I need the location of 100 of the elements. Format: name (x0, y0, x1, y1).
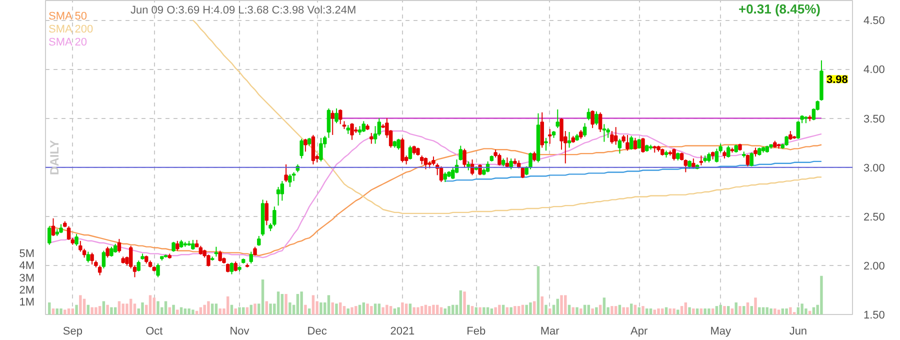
bar (692, 308, 695, 314)
bar (696, 308, 699, 314)
x-tick-label: 2021 (390, 326, 415, 338)
y-tick-label: 2.00 (864, 260, 885, 272)
candlestick (136, 260, 140, 272)
annotation: Jun 09 O:3.69 H:4.09 L:3.68 C:3.98 Vol:3.24M (130, 4, 356, 16)
bar (684, 302, 688, 314)
candlestick (443, 172, 447, 183)
bar (354, 306, 358, 314)
bar (346, 308, 350, 314)
bar (602, 298, 606, 314)
candlestick (288, 174, 292, 188)
candlestick (618, 138, 622, 154)
x-tick-label: Dec (307, 326, 328, 338)
bar (86, 304, 90, 314)
bar (750, 306, 753, 314)
bar (510, 307, 512, 314)
bar (533, 301, 536, 314)
bar (397, 307, 400, 314)
bar (661, 308, 664, 314)
bar (412, 307, 416, 314)
candlestick (304, 138, 308, 152)
bar (680, 306, 684, 314)
bar (335, 304, 338, 314)
bar (110, 307, 113, 314)
bar (478, 307, 482, 314)
bar (676, 310, 680, 314)
bar (424, 304, 428, 314)
bar (130, 298, 132, 314)
bar (288, 302, 292, 314)
bar (358, 304, 362, 314)
bar (214, 304, 218, 314)
bar (646, 308, 648, 314)
bar (649, 308, 652, 314)
candlestick (284, 164, 288, 183)
bar (393, 308, 396, 314)
candlestick (257, 236, 261, 246)
bar (141, 302, 144, 314)
candlestick (156, 262, 160, 278)
bar (230, 304, 234, 314)
bar (261, 279, 264, 314)
bar (653, 310, 656, 314)
line-series (444, 160, 822, 182)
bar (234, 308, 237, 314)
x-tick-label: Mar (540, 326, 560, 338)
bar (428, 306, 431, 314)
bar (238, 307, 241, 314)
candlestick (629, 135, 634, 150)
candlestick (707, 152, 711, 163)
bar (800, 304, 804, 314)
candlestick (424, 157, 428, 170)
bar (320, 302, 322, 314)
candlestick (362, 120, 366, 132)
bar (785, 308, 788, 314)
bar (470, 306, 474, 314)
candlestick (439, 166, 444, 183)
bar (770, 308, 772, 314)
bar (494, 307, 497, 314)
y-tick-label: 2.50 (864, 211, 885, 224)
y2-tick-label: 4M (19, 260, 34, 272)
bar (366, 304, 369, 314)
bar (94, 307, 98, 314)
bar (98, 306, 102, 314)
bar (48, 302, 51, 314)
bar (746, 302, 750, 314)
bar (514, 306, 516, 314)
bar (734, 302, 738, 314)
bar (564, 295, 567, 314)
annotation: DAILY (48, 140, 62, 175)
candlestick (334, 108, 338, 124)
bar (195, 310, 198, 314)
bar (642, 306, 644, 314)
bar (568, 304, 571, 314)
bar (280, 294, 284, 314)
bar (715, 306, 718, 314)
bar (350, 307, 354, 314)
bar (580, 308, 582, 314)
candlestick (300, 138, 304, 159)
candlestick (540, 112, 544, 148)
candlestick (544, 137, 548, 152)
bar (591, 308, 594, 314)
x-tick-label: May (710, 326, 732, 338)
bar (269, 304, 272, 314)
candlestick (330, 110, 334, 136)
bar (774, 308, 776, 314)
y-tick-label: 4.50 (864, 15, 885, 28)
candlestick (370, 132, 374, 144)
candlestick (276, 186, 280, 206)
candlestick (311, 134, 316, 165)
bar (672, 308, 676, 314)
bar (308, 308, 311, 314)
y2-tick-label: 3M (19, 272, 34, 284)
bar (820, 276, 823, 314)
bar (444, 308, 446, 314)
candlestick (408, 145, 412, 160)
text: SMA 20 (48, 36, 88, 48)
y2-tick-label: 1M (19, 296, 34, 308)
candlestick (784, 135, 788, 146)
bar (188, 308, 190, 314)
bar (622, 307, 625, 314)
